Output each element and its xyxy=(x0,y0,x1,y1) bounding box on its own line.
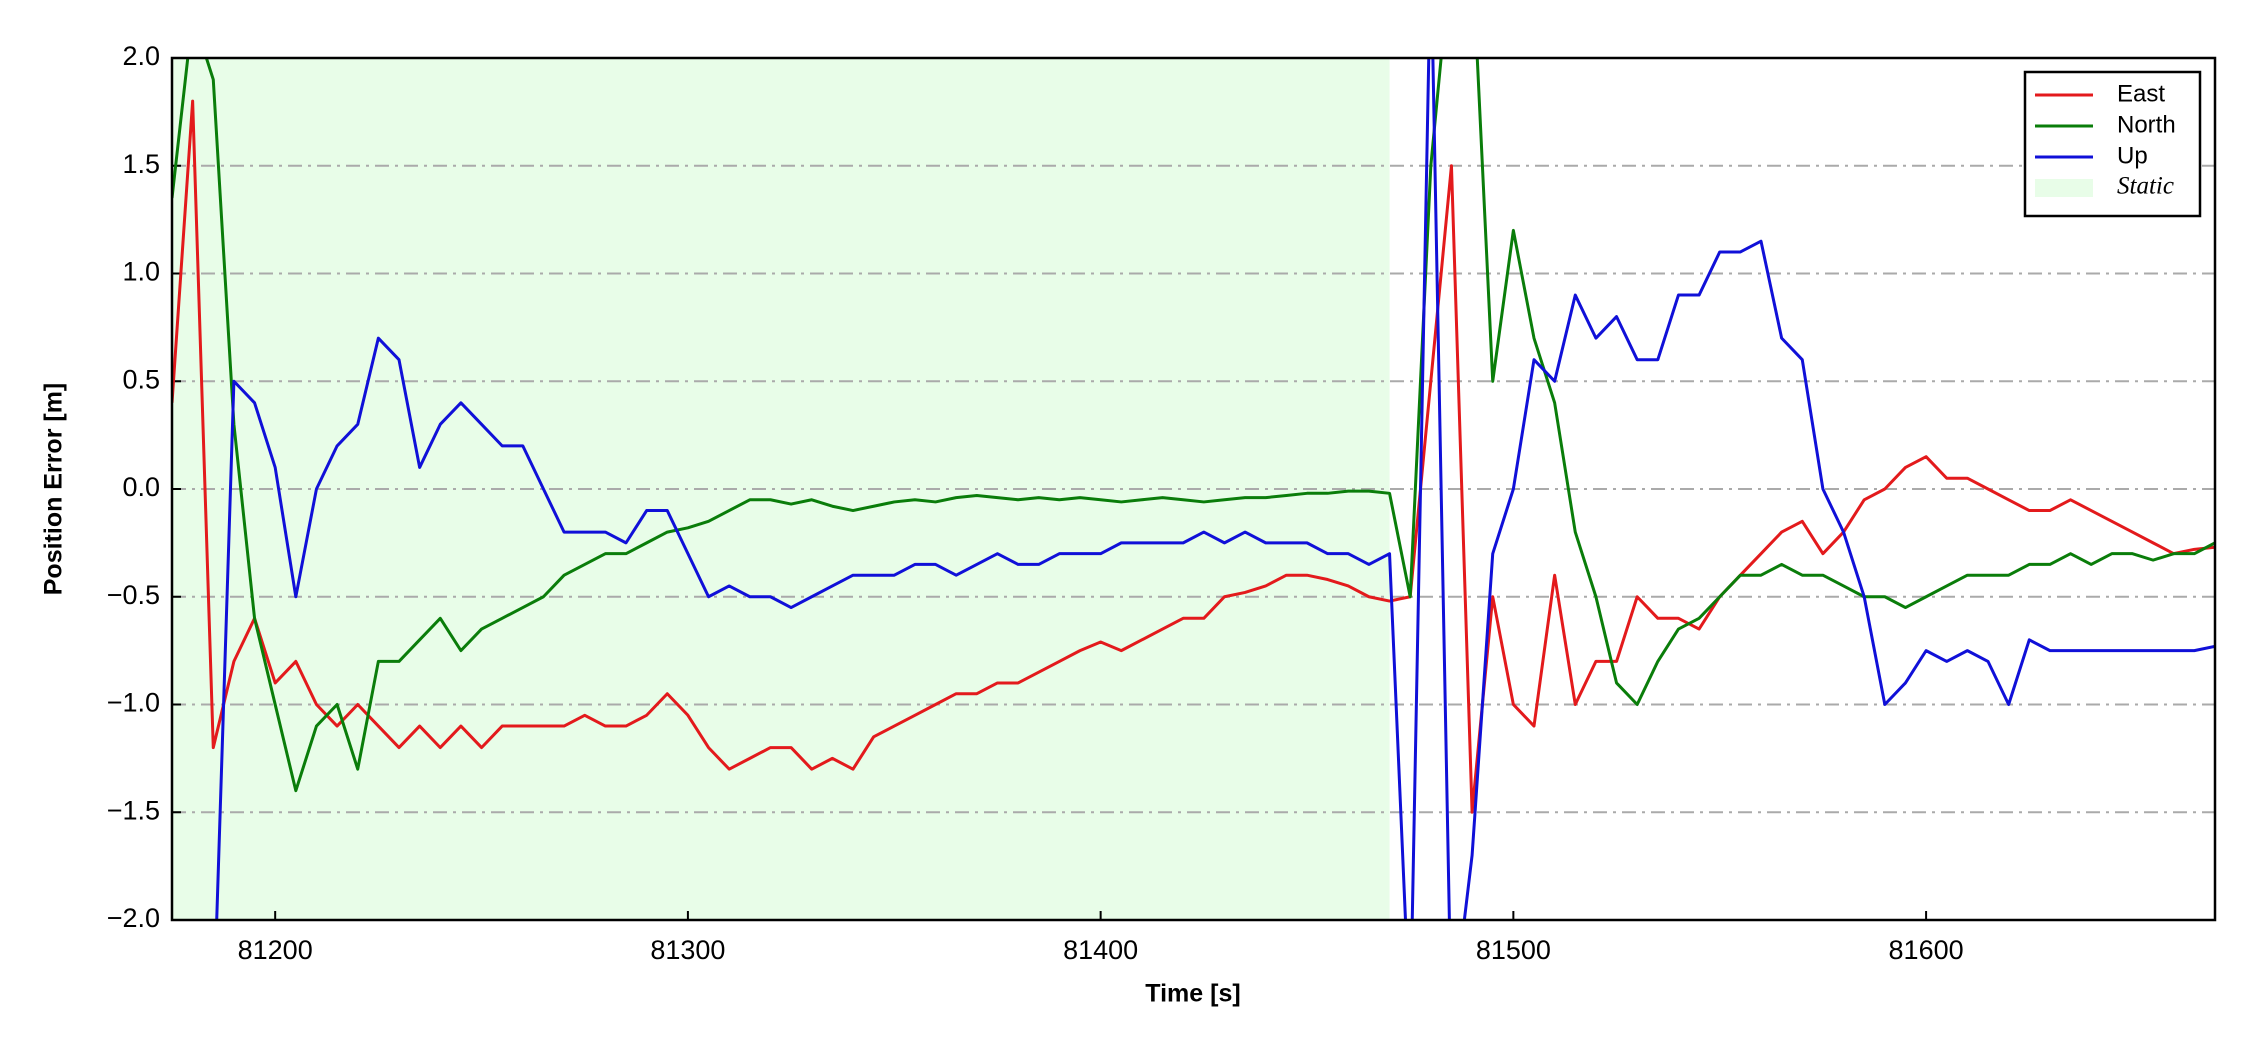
series-line xyxy=(215,58,2215,920)
legend-label: East xyxy=(2117,80,2165,107)
y-tick-label: 2.0 xyxy=(122,41,160,71)
plot-frame xyxy=(170,56,2217,922)
series-line xyxy=(172,58,2215,793)
y-tick-label: −0.5 xyxy=(107,580,160,610)
legend-label: Up xyxy=(2117,142,2148,169)
x-axis-label: Time [s] xyxy=(1145,980,1240,1008)
x-tick-label: 81500 xyxy=(1476,935,1551,965)
y-tick-label: 1.0 xyxy=(122,257,160,287)
plot-lines xyxy=(172,58,2215,920)
y-tick-label: 0.5 xyxy=(122,364,160,394)
series-line xyxy=(172,99,2215,814)
static-span xyxy=(172,58,1390,920)
y-tick-label: −1.5 xyxy=(107,795,160,825)
y-tick-label: 0.0 xyxy=(122,472,160,502)
legend-label: Static xyxy=(2117,173,2174,200)
x-tick-label: 81200 xyxy=(238,935,313,965)
y-tick-label: −1.0 xyxy=(107,688,160,718)
legend-label: North xyxy=(2117,111,2176,138)
x-tick-label: 81300 xyxy=(650,935,725,965)
legend-swatch xyxy=(2035,179,2093,197)
x-tick-label: 81600 xyxy=(1889,935,1964,965)
x-tick-label: 81400 xyxy=(1063,935,1138,965)
y-axis-label: Position Error [m] xyxy=(40,383,68,596)
y-tick-label: −2.0 xyxy=(107,903,160,933)
y-tick-label: 1.5 xyxy=(122,149,160,179)
